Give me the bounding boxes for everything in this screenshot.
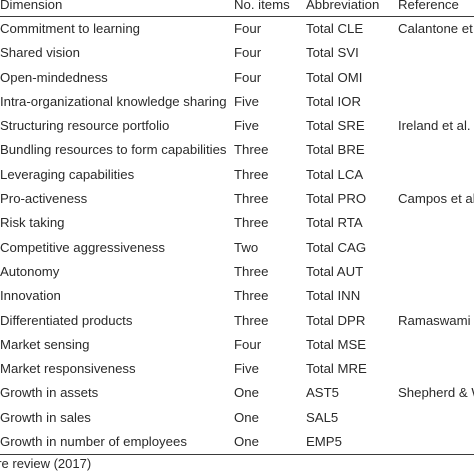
reference-cell: Campos et al. [398, 191, 474, 207]
header-no-items: No. items [234, 0, 290, 12]
table-row: Innovation Three Total INN [0, 284, 474, 308]
table-row: Pro-activeness Three Total PRO Campos et al… [0, 187, 474, 211]
abbreviation-cell: Total LCA [306, 166, 364, 182]
items-cell: Three [234, 142, 269, 158]
table-row: Intra-organizational knowledge sharing Fi… [0, 90, 474, 114]
dimension-cell: Growth in assets [0, 385, 99, 401]
dimension-cell: Bundling resources to form capabilities [0, 142, 227, 158]
abbreviation-cell: Total IOR [306, 93, 361, 109]
table-header-row: Dimension No. items Abbreviation Referen… [0, 0, 474, 16]
header-abbreviation: Abbreviation [306, 0, 380, 12]
abbreviation-cell: Total RTA [306, 215, 363, 231]
table-caption: ure review (2017) [0, 456, 92, 471]
table-row: Commitment to learning Four Total CLE Calan… [0, 17, 474, 41]
abbreviation-cell: Total SRE [306, 118, 365, 134]
dimension-cell: Market sensing [0, 336, 90, 352]
items-cell: Three [234, 166, 269, 182]
dimension-cell: Structuring resource portfolio [0, 118, 170, 134]
items-cell: Five [234, 118, 259, 134]
table-row: Autonomy Three Total AUT [0, 260, 474, 284]
abbreviation-cell: Total AUT [306, 263, 364, 279]
items-cell: Three [234, 191, 269, 207]
table-body: Commitment to learning Four Total CLE Calan… [0, 17, 474, 454]
dimension-cell: Pro-activeness [0, 191, 88, 207]
items-cell: Two [234, 239, 259, 255]
abbreviation-cell: Total MSE [306, 336, 367, 352]
dimension-cell: Intra-organizational knowledge sharing [0, 93, 227, 109]
dimension-cell: Differentiated products [0, 312, 133, 328]
abbreviation-cell: Total CAG [306, 239, 367, 255]
abbreviation-cell: Total OMI [306, 69, 363, 85]
data-table: Dimension No. items Abbreviation Referen… [0, 0, 474, 456]
table-row: Bundling resources to form capabilities T… [0, 138, 474, 162]
bottom-rule [0, 454, 474, 456]
header-rule [0, 16, 474, 17]
items-cell: Four [234, 69, 262, 85]
abbreviation-cell: Total PRO [306, 191, 367, 207]
table-row: Differentiated products Three Total DPR Ram… [0, 309, 474, 333]
items-cell: Three [234, 263, 269, 279]
items-cell: One [234, 385, 259, 401]
abbreviation-cell: AST5 [306, 385, 339, 401]
dimension-cell: Open-mindedness [0, 69, 108, 85]
dimension-cell: Market responsiveness [0, 361, 136, 377]
reference-cell: Calantone et [398, 21, 473, 36]
table-row: Market responsiveness Five Total MRE [0, 357, 474, 381]
abbreviation-cell: Total SVI [306, 45, 359, 61]
header-reference: Reference [398, 0, 459, 12]
dimension-cell: Leveraging capabilities [0, 166, 135, 182]
table-row: Competitive aggressiveness Two Total CAG [0, 236, 474, 260]
items-cell: Four [234, 45, 262, 61]
table-row: Growth in sales One SAL5 [0, 406, 474, 430]
items-cell: Four [234, 336, 262, 352]
dimension-cell: Growth in sales [0, 409, 91, 425]
reference-cell: Ireland et al. [398, 118, 471, 134]
dimension-cell: Autonomy [0, 263, 60, 279]
items-cell: One [234, 409, 259, 425]
reference-cell: Ramaswami e [398, 312, 474, 328]
reference-cell: Shepherd & W [398, 385, 474, 401]
abbreviation-cell: Total CLE [306, 21, 364, 36]
table-row: Risk taking Three Total RTA [0, 211, 474, 235]
table-row: Market sensing Four Total MSE [0, 333, 474, 357]
table-row: Open-mindedness Four Total OMI [0, 66, 474, 90]
abbreviation-cell: EMP5 [306, 434, 342, 450]
header-dimension: Dimension [0, 0, 63, 12]
table-row: Structuring resource portfolio Five Total … [0, 114, 474, 138]
table-row: Growth in assets One AST5 Shepherd & W [0, 381, 474, 405]
dimension-cell: Innovation [0, 288, 61, 304]
table-row: Leveraging capabilities Three Total LCA [0, 163, 474, 187]
dimension-cell: Competitive aggressiveness [0, 239, 165, 255]
items-cell: Three [234, 288, 269, 304]
dimension-cell: Shared vision [0, 45, 80, 61]
items-cell: Three [234, 312, 269, 328]
items-cell: One [234, 434, 259, 450]
abbreviation-cell: Total BRE [306, 142, 365, 158]
abbreviation-cell: Total INN [306, 288, 361, 304]
items-cell: Five [234, 93, 259, 109]
abbreviation-cell: Total DPR [306, 312, 366, 328]
items-cell: Five [234, 361, 259, 377]
dimension-cell: Growth in number of employees [0, 434, 187, 450]
table-row: Growth in number of employees One EMP5 [0, 430, 474, 454]
items-cell: Four [234, 21, 262, 36]
abbreviation-cell: SAL5 [306, 409, 339, 425]
abbreviation-cell: Total MRE [306, 361, 367, 377]
items-cell: Three [234, 215, 269, 231]
dimension-cell: Commitment to learning [0, 21, 140, 36]
table-row: Shared vision Four Total SVI [0, 41, 474, 65]
dimension-cell: Risk taking [0, 215, 65, 231]
